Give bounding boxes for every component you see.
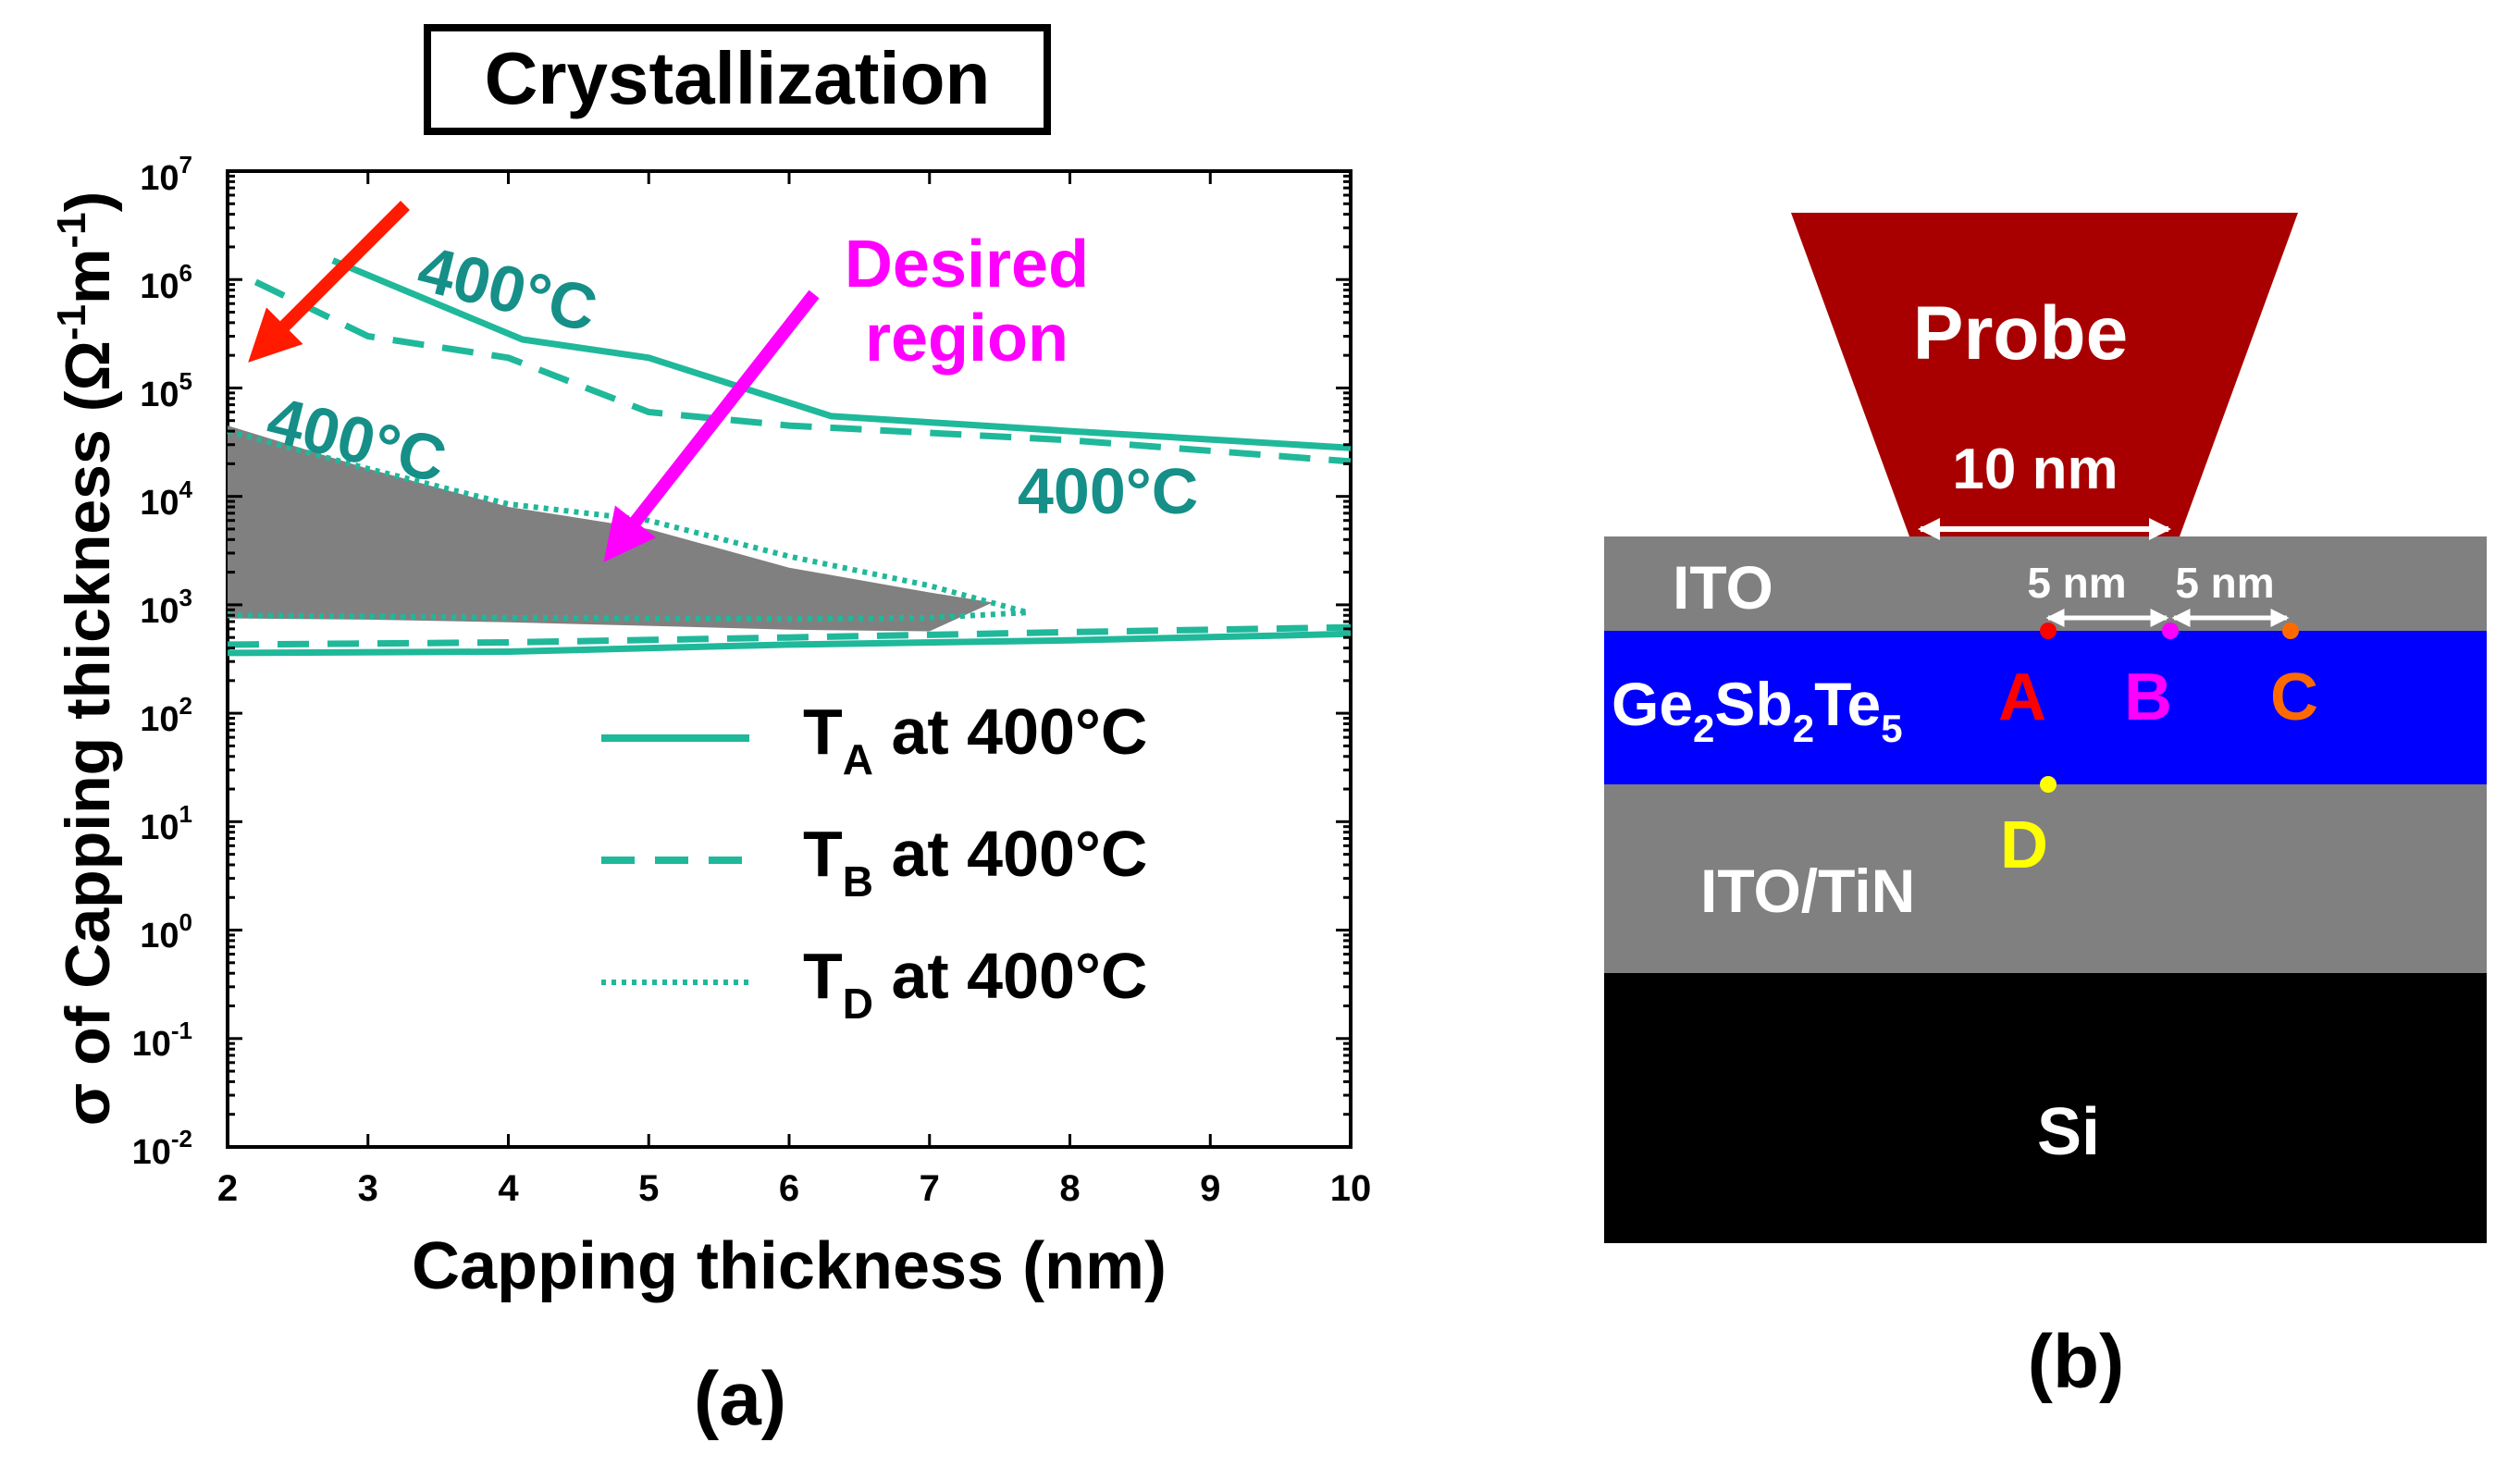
point-b-label: B [2124, 660, 2172, 734]
x-tick-label: 9 [1200, 1168, 1220, 1209]
legend-label-td: TD at 400°C [803, 940, 1147, 1028]
y-tick-label: 105 [140, 367, 192, 414]
layer-gst-label: Ge2Sb2Te5 [1612, 670, 1903, 750]
y-tick-label: 101 [140, 800, 192, 847]
x-tick-label: 10 [1330, 1168, 1372, 1209]
magenta-arrow [603, 290, 820, 562]
layer-gst [1604, 631, 2487, 784]
y-tick-label: 10-2 [132, 1125, 192, 1172]
point-d-marker [2040, 776, 2057, 793]
spacing-label-1: 5 nm [2027, 559, 2126, 607]
layer-si [1604, 973, 2487, 1243]
x-tick-labels: 2 3 4 5 6 7 8 9 10 [217, 1168, 1371, 1209]
series-line-solid-lower [227, 630, 1352, 657]
red-arrow [248, 201, 410, 363]
probe-shape [1791, 213, 2298, 536]
chart-title-box [424, 24, 1051, 135]
layer-ito-tin-label: ITO/TiN [1700, 857, 1915, 925]
x-tick-label: 4 [498, 1168, 519, 1209]
x-tick-label: 6 [779, 1168, 799, 1209]
annotation-400c-right: 400°C [1018, 455, 1198, 527]
y-tick-label: 100 [140, 908, 192, 955]
y-tick-label: 102 [140, 692, 192, 739]
x-tick-label: 3 [358, 1168, 378, 1209]
y-tick-label: 107 [140, 151, 192, 198]
layer-ito [1604, 536, 2487, 631]
probe-label: Probe [1913, 291, 2128, 376]
layer-ito-tin [1604, 784, 2487, 973]
x-tick-label: 5 [638, 1168, 659, 1209]
x-tick-label: 8 [1059, 1168, 1080, 1209]
chart-title: Crystallization [485, 37, 991, 119]
point-c-label: C [2270, 660, 2318, 734]
layer-si-label: Si [2037, 1095, 2100, 1169]
layer-ito-label: ITO [1673, 553, 1773, 622]
series-line-dashed-lower [227, 623, 1352, 648]
point-c-marker [2282, 623, 2299, 639]
y-tick-label: 104 [140, 475, 192, 523]
caption-b: (b) [2028, 1320, 2125, 1404]
point-a-label: A [1998, 660, 2046, 734]
annotation-region: region [865, 302, 1069, 376]
device-diagram: Probe 10 nm ITO Ge2Sb2Te5 ITO/TiN Si 5 n… [1604, 213, 2487, 1404]
annotation-desired: Desired [845, 228, 1089, 302]
probe-width-label: 10 nm [1952, 438, 2118, 501]
y-tick-label: 10-1 [132, 1017, 192, 1064]
legend-label-tb: TB at 400°C [803, 818, 1147, 906]
y-axis-label: σ of Capping thickness (Ω-1m-1) [49, 191, 123, 1126]
y-tick-label: 103 [140, 584, 192, 631]
point-a-marker [2040, 623, 2057, 639]
chart-panel: Crystallization 2 3 4 5 6 7 8 9 10 10-2 … [49, 24, 1371, 1441]
x-axis-label: Capping thickness (nm) [412, 1229, 1167, 1303]
legend-label-ta: TA at 400°C [803, 696, 1147, 783]
x-tick-label: 2 [217, 1168, 238, 1209]
point-b-marker [2162, 623, 2179, 639]
tick-layer [226, 169, 1353, 1149]
spacing-label-2: 5 nm [2175, 559, 2274, 607]
legend: TA at 400°C TB at 400°C TD at 400°C [601, 696, 1147, 1028]
x-tick-label: 7 [920, 1168, 940, 1209]
series-line-dotted-lower [227, 610, 1029, 623]
caption-a: (a) [694, 1357, 786, 1441]
series-line-dashed-upper [253, 278, 1352, 465]
y-tick-label: 106 [140, 259, 192, 306]
point-d-label: D [2000, 808, 2048, 882]
y-tick-labels: 10-2 10-1 100 101 102 103 104 105 106 10… [132, 151, 193, 1172]
